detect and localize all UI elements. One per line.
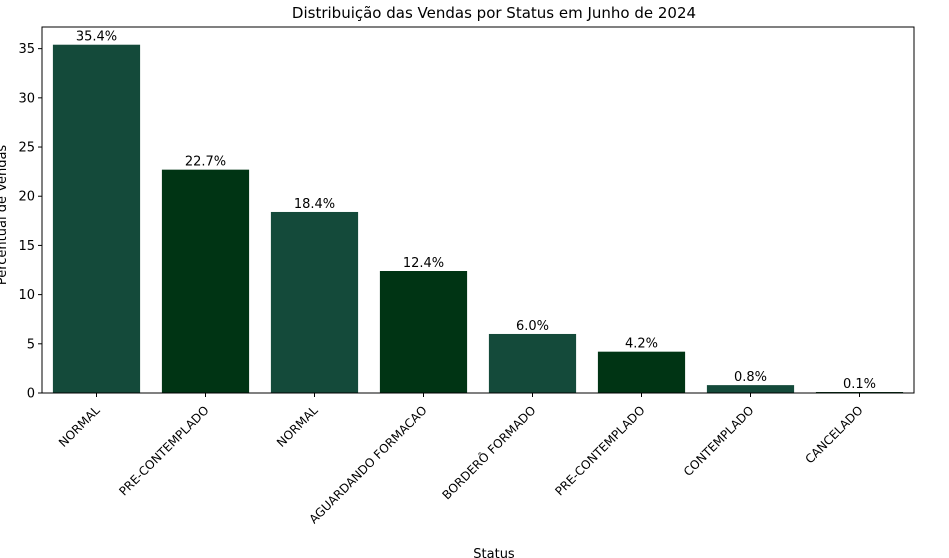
plot-frame	[41, 26, 915, 394]
x-tick-label: BORDERÔ FORMADO	[439, 403, 539, 503]
data-label: 35.4%	[76, 30, 117, 45]
y-tick-label: 20	[18, 190, 35, 205]
x-tick-label: CANCELADO	[802, 403, 865, 466]
bar	[706, 385, 795, 393]
y-tick-label: 15	[18, 239, 35, 254]
bar	[379, 271, 468, 393]
bar	[161, 169, 250, 393]
y-tick-label: 5	[27, 337, 35, 352]
data-label: 0.1%	[843, 377, 876, 392]
bar	[488, 333, 577, 393]
data-label: 18.4%	[294, 197, 335, 212]
x-tick-label: PRE-CONTEMPLADO	[116, 403, 211, 498]
y-tick-label: 35	[18, 42, 35, 57]
x-tick-label: CONTEMPLADO	[681, 403, 757, 479]
y-tick-label: 0	[27, 387, 35, 402]
data-label: 0.8%	[734, 370, 767, 385]
data-label: 6.0%	[516, 319, 549, 334]
x-tick-label: NORMAL	[56, 403, 103, 450]
y-tick-label: 10	[18, 288, 35, 303]
y-axis-label: Percentual de Vendas	[0, 145, 10, 286]
x-tick-label: AGUARDANDO FORMACAO	[306, 403, 429, 526]
bar	[52, 44, 141, 393]
chart-title: Distribuição das Vendas por Status em Ju…	[292, 4, 696, 22]
y-tick-label: 25	[18, 141, 35, 156]
data-label: 12.4%	[403, 256, 444, 271]
y-axis: 0 5 10 15 20 25 30 35	[18, 42, 42, 402]
data-label: 4.2%	[625, 337, 658, 352]
y-tick-label: 30	[18, 91, 35, 106]
bar	[597, 351, 686, 393]
bars-group: 35.4% 22.7% 18.4% 12.4% 6.0% 4.2% 0.8% 0.1%	[52, 30, 904, 393]
x-tick-label: PRE-CONTEMPLADO	[552, 403, 647, 498]
x-axis-label: Status	[473, 547, 515, 558]
data-label: 22.7%	[185, 155, 226, 170]
x-tick-label: NORMAL	[274, 403, 321, 450]
bar	[270, 211, 359, 393]
